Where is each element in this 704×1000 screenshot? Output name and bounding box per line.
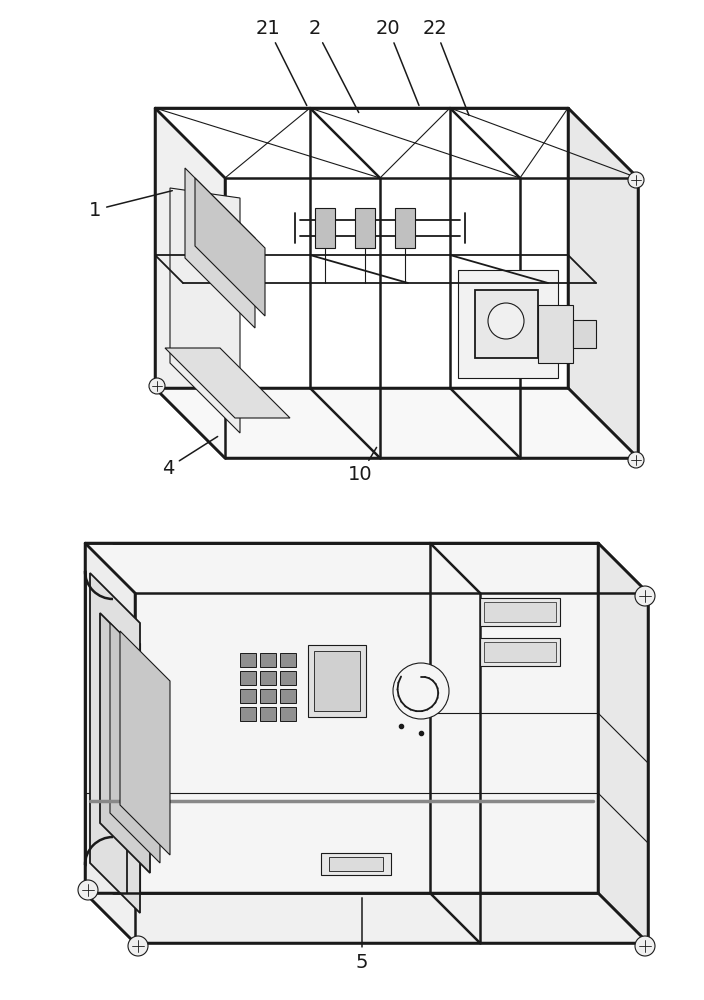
- Circle shape: [393, 663, 449, 719]
- Polygon shape: [500, 310, 513, 333]
- Polygon shape: [568, 108, 638, 458]
- Polygon shape: [155, 108, 225, 458]
- Text: 1: 1: [89, 191, 172, 220]
- Polygon shape: [280, 707, 296, 721]
- Polygon shape: [321, 853, 391, 875]
- Polygon shape: [480, 638, 560, 666]
- Polygon shape: [85, 543, 648, 593]
- Circle shape: [628, 452, 644, 468]
- Polygon shape: [573, 320, 596, 348]
- Polygon shape: [165, 348, 290, 418]
- Text: 20: 20: [376, 18, 419, 105]
- Polygon shape: [120, 631, 170, 855]
- Polygon shape: [240, 707, 256, 721]
- Polygon shape: [155, 388, 638, 458]
- Polygon shape: [155, 108, 568, 388]
- Circle shape: [149, 378, 165, 394]
- Polygon shape: [240, 653, 256, 667]
- Circle shape: [635, 586, 655, 606]
- Polygon shape: [280, 671, 296, 685]
- Polygon shape: [484, 642, 556, 662]
- Polygon shape: [240, 689, 256, 703]
- Polygon shape: [195, 178, 265, 316]
- Polygon shape: [280, 689, 296, 703]
- Circle shape: [78, 880, 98, 900]
- Polygon shape: [155, 108, 638, 178]
- Polygon shape: [484, 602, 556, 622]
- Polygon shape: [598, 543, 648, 943]
- Circle shape: [128, 936, 148, 956]
- Polygon shape: [538, 305, 573, 363]
- Polygon shape: [308, 645, 366, 717]
- Circle shape: [628, 172, 644, 188]
- Text: 4: 4: [162, 436, 218, 478]
- Polygon shape: [260, 653, 276, 667]
- Polygon shape: [480, 598, 560, 626]
- Polygon shape: [314, 651, 360, 711]
- Polygon shape: [170, 188, 240, 433]
- Circle shape: [635, 936, 655, 956]
- Polygon shape: [85, 543, 598, 893]
- Polygon shape: [240, 671, 256, 685]
- Polygon shape: [355, 208, 375, 248]
- Polygon shape: [85, 893, 648, 943]
- Polygon shape: [185, 168, 255, 328]
- Polygon shape: [90, 573, 140, 913]
- Circle shape: [488, 303, 524, 339]
- Polygon shape: [100, 613, 150, 873]
- Text: 21: 21: [256, 18, 307, 106]
- Polygon shape: [260, 671, 276, 685]
- Text: 5: 5: [356, 898, 368, 972]
- Polygon shape: [395, 208, 415, 248]
- Polygon shape: [110, 623, 160, 863]
- Text: 2: 2: [309, 18, 359, 113]
- Polygon shape: [475, 290, 538, 358]
- Polygon shape: [85, 543, 135, 943]
- Polygon shape: [329, 857, 383, 871]
- Polygon shape: [458, 270, 558, 378]
- Text: 10: 10: [348, 447, 377, 485]
- Polygon shape: [260, 707, 276, 721]
- Polygon shape: [260, 689, 276, 703]
- Polygon shape: [280, 653, 296, 667]
- Text: 22: 22: [422, 18, 469, 115]
- Polygon shape: [315, 208, 335, 248]
